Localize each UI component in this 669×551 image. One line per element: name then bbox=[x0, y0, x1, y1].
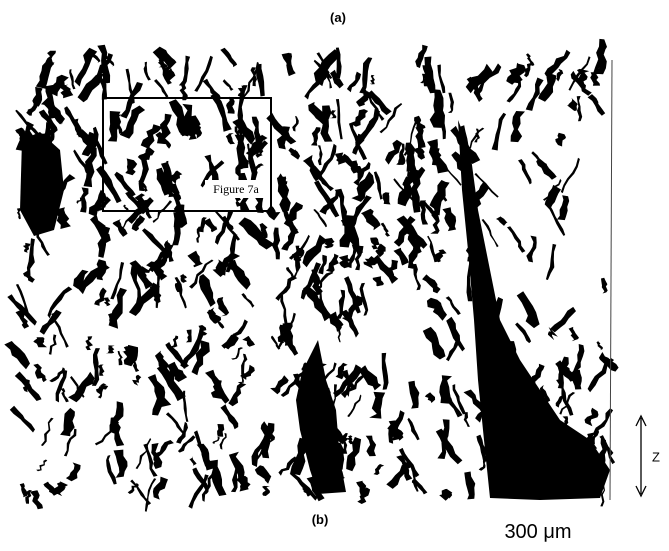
page: {"labels": {"top": "(a)", "inset": "Figu… bbox=[0, 0, 669, 551]
panel-label: (a) bbox=[330, 10, 346, 25]
panel-label: (b) bbox=[312, 512, 329, 527]
figure: (a) Figure 7a (b) 300 μm Z bbox=[0, 0, 669, 551]
inset-label: Figure 7a bbox=[213, 182, 259, 196]
axis-label: Z bbox=[652, 449, 660, 464]
body: (a) Figure 7a (b) 300 μm Z (() => { cons… bbox=[0, 0, 669, 551]
scale-label: 300 μm bbox=[504, 521, 571, 543]
